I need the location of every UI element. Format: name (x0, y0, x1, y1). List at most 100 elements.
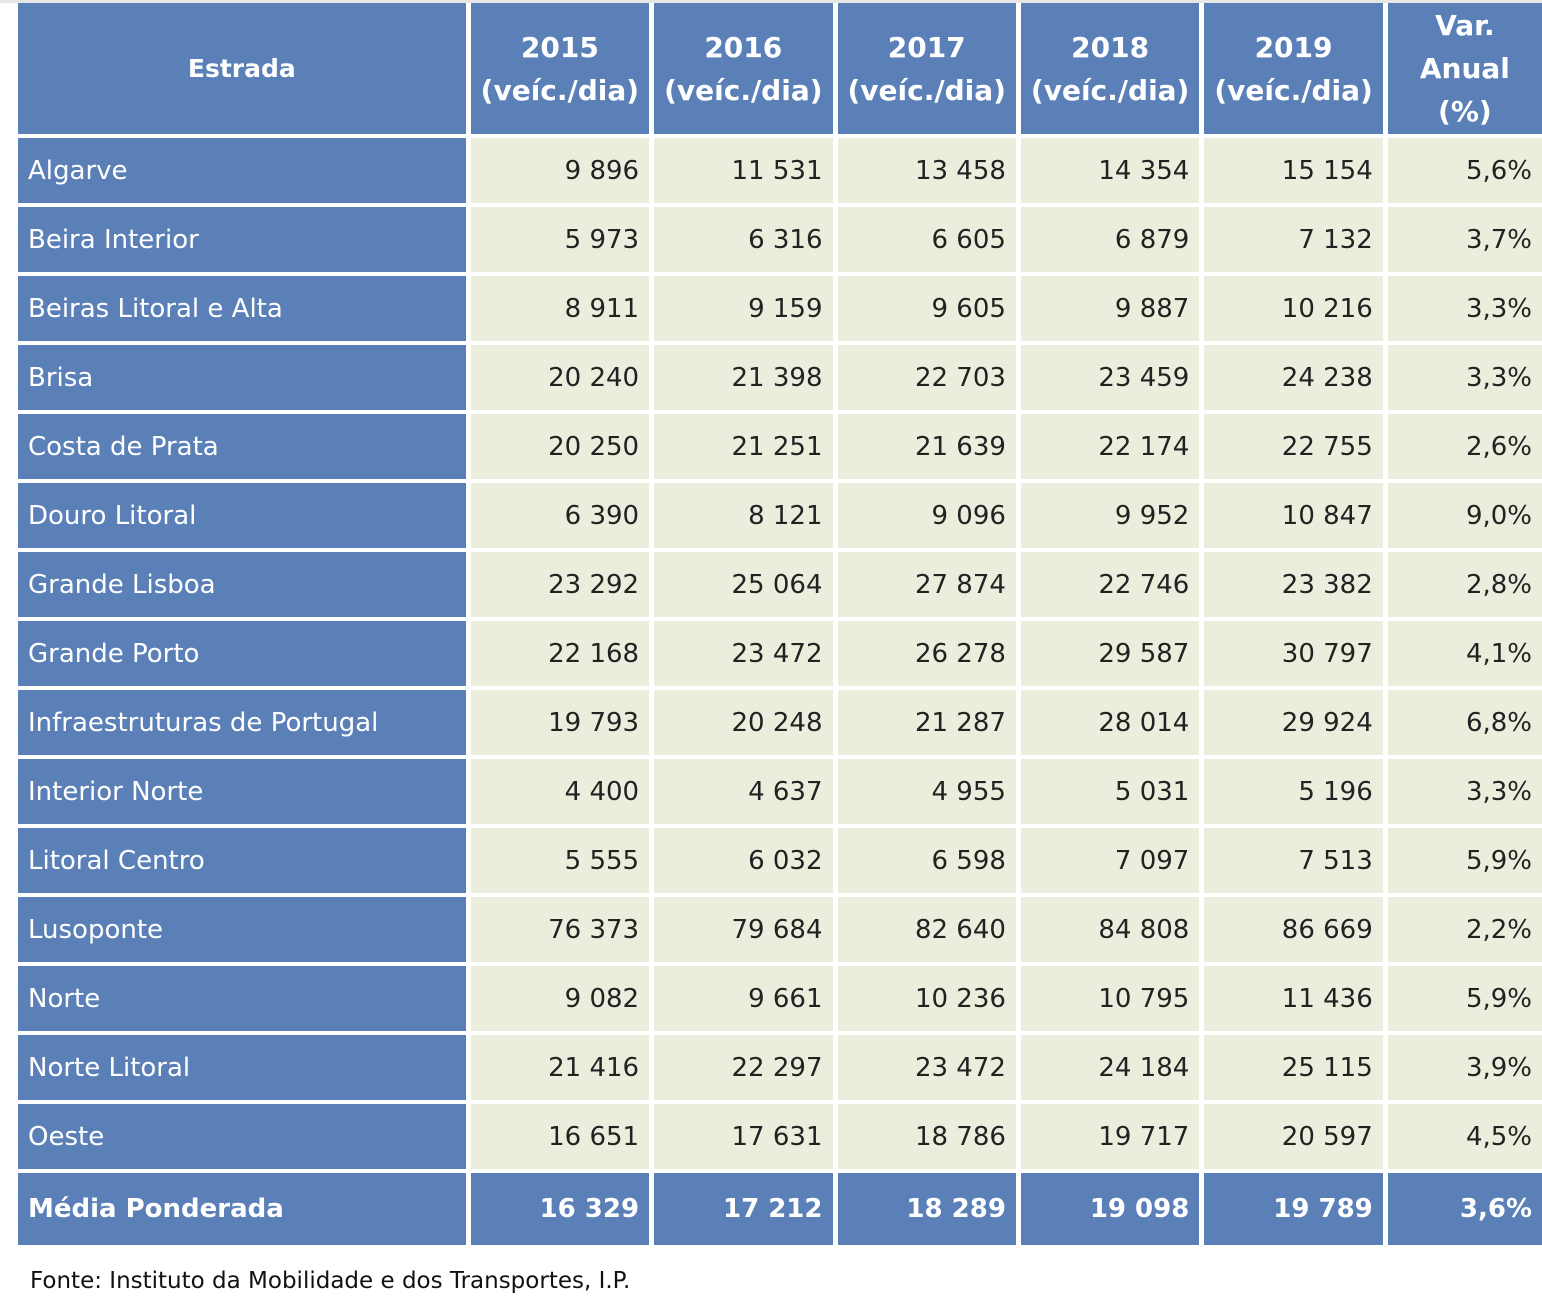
value-2016-cell: 20 248 (654, 690, 833, 755)
top-border (0, 0, 1542, 3)
total-row: Média Ponderada 16 329 17 212 18 289 19 098 1… (18, 1173, 1542, 1245)
table-row: Douro Litoral 6 390 8 121 9 096 9 952 10 847 9… (18, 483, 1542, 548)
value-2019-cell: 22 755 (1204, 414, 1383, 479)
header-2018: 2018 (veíc./dia) (1020, 3, 1200, 134)
road-name-cell: Beira Interior (18, 207, 466, 272)
value-2016-cell: 11 531 (654, 138, 833, 203)
value-2019-cell: 25 115 (1204, 1035, 1383, 1100)
road-name-cell: Oeste (18, 1104, 466, 1169)
value-2015-cell: 22 168 (470, 621, 650, 686)
value-2015-cell: 5 555 (470, 828, 650, 893)
road-name-cell: Brisa (18, 345, 466, 410)
value-2019-cell: 7 513 (1204, 828, 1383, 893)
header-2017: 2017 (veíc./dia) (837, 3, 1016, 134)
table-row: Grande Porto 22 168 23 472 26 278 29 587 30 7… (18, 621, 1542, 686)
value-2019-cell: 30 797 (1204, 621, 1383, 686)
road-name-cell: Grande Lisboa (18, 552, 466, 617)
value-2019-cell: 23 382 (1204, 552, 1383, 617)
table-row: Norte Litoral 21 416 22 297 23 472 24 184 25 … (18, 1035, 1542, 1100)
value-2019-cell: 5 196 (1204, 759, 1383, 824)
road-name-cell: Norte Litoral (18, 1035, 466, 1100)
value-2018-cell: 22 174 (1020, 414, 1200, 479)
value-2019-cell: 10 847 (1204, 483, 1383, 548)
value-2017-cell: 6 605 (837, 207, 1016, 272)
value-var-anual-cell: 3,6% (1387, 1173, 1542, 1245)
table-row: Brisa 20 240 21 398 22 703 23 459 24 238 3,3% (18, 345, 1542, 410)
value-2017-cell: 9 096 (837, 483, 1016, 548)
value-2016-cell: 23 472 (654, 621, 833, 686)
value-2017-cell: 22 703 (837, 345, 1016, 410)
value-2017-cell: 21 287 (837, 690, 1016, 755)
value-2018-cell: 7 097 (1020, 828, 1200, 893)
table-row: Litoral Centro 5 555 6 032 6 598 7 097 7 513 5… (18, 828, 1542, 893)
value-2016-cell: 25 064 (654, 552, 833, 617)
value-2016-cell: 21 251 (654, 414, 833, 479)
value-2016-cell: 22 297 (654, 1035, 833, 1100)
header-2015: 2015 (veíc./dia) (470, 3, 650, 134)
value-2019-cell: 86 669 (1204, 897, 1383, 962)
value-var-anual-cell: 9,0% (1387, 483, 1542, 548)
value-2015-cell: 16 329 (470, 1173, 650, 1245)
value-2016-cell: 4 637 (654, 759, 833, 824)
value-2015-cell: 9 082 (470, 966, 650, 1031)
table-row: Interior Norte 4 400 4 637 4 955 5 031 5 196 3… (18, 759, 1542, 824)
value-2019-cell: 20 597 (1204, 1104, 1383, 1169)
value-var-anual-cell: 2,2% (1387, 897, 1542, 962)
value-var-anual-cell: 5,6% (1387, 138, 1542, 203)
value-var-anual-cell: 4,5% (1387, 1104, 1542, 1169)
value-2018-cell: 5 031 (1020, 759, 1200, 824)
table-row: Infraestruturas de Portugal 19 793 20 248 2… (18, 690, 1542, 755)
road-name-cell: Infraestruturas de Portugal (18, 690, 466, 755)
header-var-anual: Var. Anual (%) (1387, 3, 1542, 134)
header-2019: 2019 (veíc./dia) (1204, 3, 1383, 134)
value-var-anual-cell: 3,3% (1387, 276, 1542, 341)
value-2017-cell: 27 874 (837, 552, 1016, 617)
value-2015-cell: 8 911 (470, 276, 650, 341)
table-row: Costa de Prata 20 250 21 251 21 639 22 174 22… (18, 414, 1542, 479)
value-var-anual-cell: 5,9% (1387, 828, 1542, 893)
road-name-cell: Lusoponte (18, 897, 466, 962)
value-2015-cell: 21 416 (470, 1035, 650, 1100)
value-var-anual-cell: 3,3% (1387, 345, 1542, 410)
table-row: Norte 9 082 9 661 10 236 10 795 11 436 5,9% (18, 966, 1542, 1031)
road-name-cell: Douro Litoral (18, 483, 466, 548)
road-name-cell: Algarve (18, 138, 466, 203)
value-var-anual-cell: 4,1% (1387, 621, 1542, 686)
value-var-anual-cell: 3,7% (1387, 207, 1542, 272)
value-2015-cell: 20 250 (470, 414, 650, 479)
table-row: Lusoponte 76 373 79 684 82 640 84 808 86 669 2… (18, 897, 1542, 962)
value-2018-cell: 10 795 (1020, 966, 1200, 1031)
value-2018-cell: 28 014 (1020, 690, 1200, 755)
value-2016-cell: 8 121 (654, 483, 833, 548)
table-row: Algarve 9 896 11 531 13 458 14 354 15 154 5,6% (18, 138, 1542, 203)
value-2017-cell: 18 786 (837, 1104, 1016, 1169)
value-2016-cell: 9 159 (654, 276, 833, 341)
value-2016-cell: 6 032 (654, 828, 833, 893)
value-2016-cell: 79 684 (654, 897, 833, 962)
value-2017-cell: 10 236 (837, 966, 1016, 1031)
table-row: Beiras Litoral e Alta 8 911 9 159 9 605 9 88… (18, 276, 1542, 341)
road-name-cell: Grande Porto (18, 621, 466, 686)
value-var-anual-cell: 2,8% (1387, 552, 1542, 617)
value-2017-cell: 18 289 (837, 1173, 1016, 1245)
value-2015-cell: 4 400 (470, 759, 650, 824)
value-2015-cell: 16 651 (470, 1104, 650, 1169)
source-note: Fonte: Instituto da Mobilidade e dos Tra… (30, 1268, 631, 1294)
value-2019-cell: 11 436 (1204, 966, 1383, 1031)
value-2017-cell: 6 598 (837, 828, 1016, 893)
table-row: Oeste 16 651 17 631 18 786 19 717 20 597 4,5% (18, 1104, 1542, 1169)
value-2018-cell: 22 746 (1020, 552, 1200, 617)
value-2018-cell: 6 879 (1020, 207, 1200, 272)
value-2018-cell: 14 354 (1020, 138, 1200, 203)
value-2017-cell: 26 278 (837, 621, 1016, 686)
header-row: Estrada 2015 (veíc./dia) 2016 (veíc./dia… (18, 3, 1542, 134)
value-2015-cell: 5 973 (470, 207, 650, 272)
value-2015-cell: 6 390 (470, 483, 650, 548)
value-2019-cell: 29 924 (1204, 690, 1383, 755)
value-2015-cell: 20 240 (470, 345, 650, 410)
value-2016-cell: 21 398 (654, 345, 833, 410)
value-2016-cell: 17 631 (654, 1104, 833, 1169)
value-var-anual-cell: 5,9% (1387, 966, 1542, 1031)
value-2018-cell: 23 459 (1020, 345, 1200, 410)
table-row: Beira Interior 5 973 6 316 6 605 6 879 7 132 3… (18, 207, 1542, 272)
